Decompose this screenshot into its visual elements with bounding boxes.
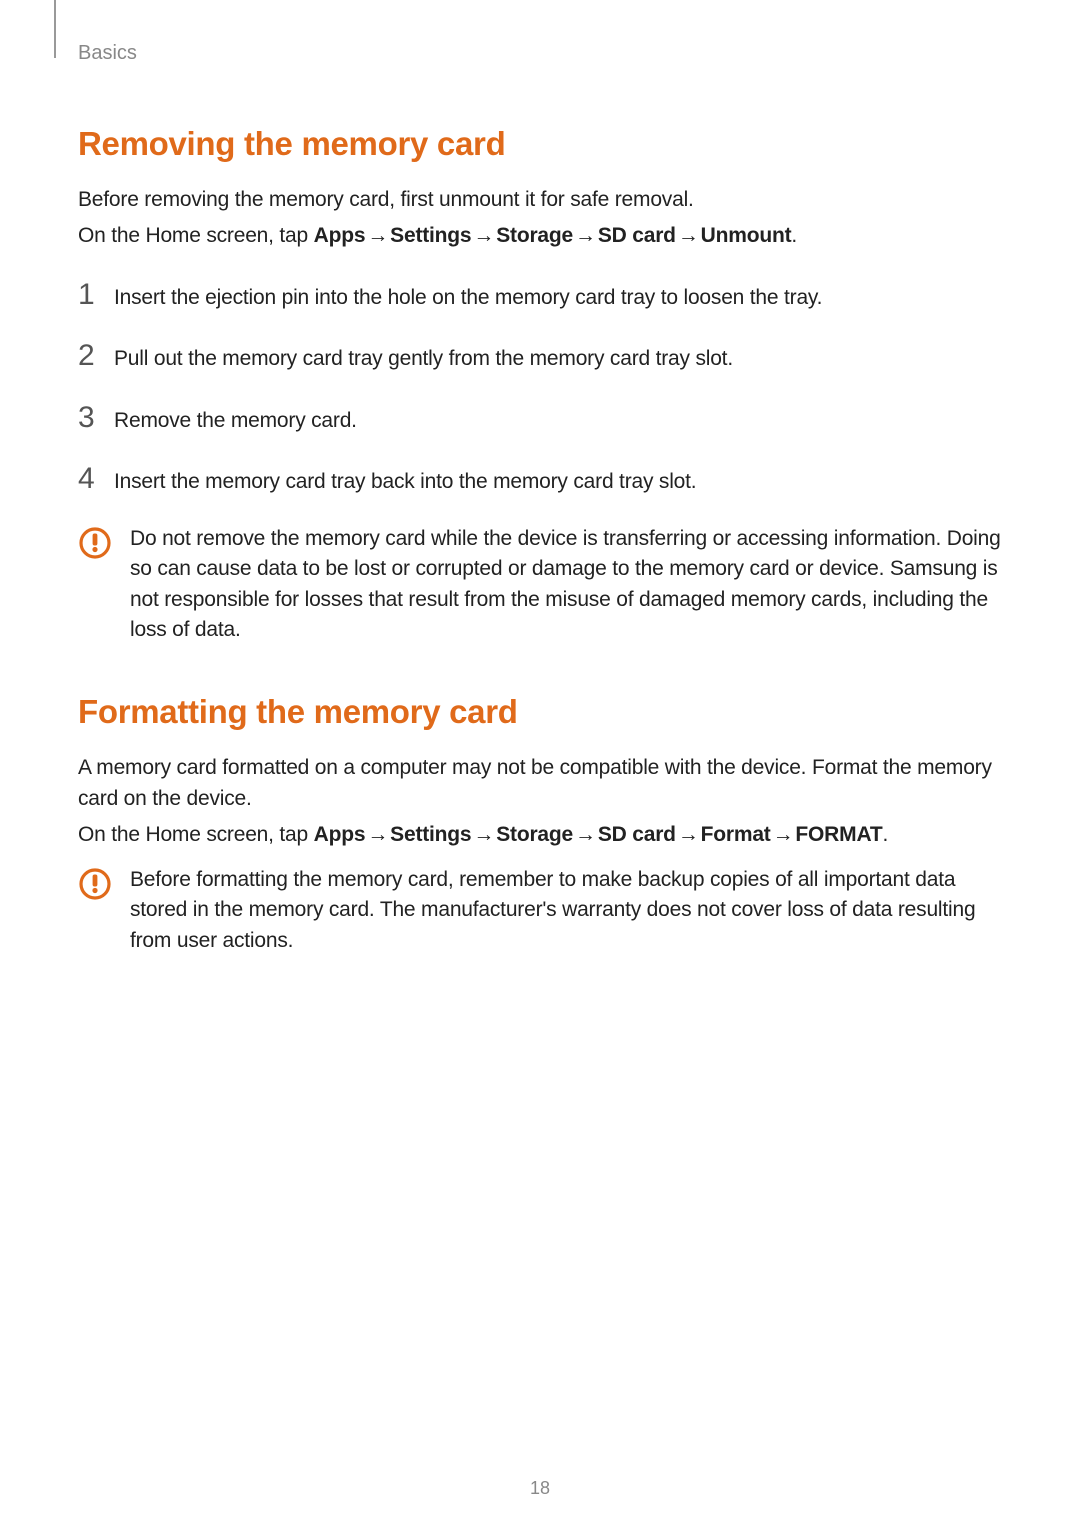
step-number: 2 [78,339,114,373]
arrow-icon: → [365,224,390,247]
arrow-icon: → [471,224,496,247]
caution-icon [78,524,122,646]
nav-suffix: . [791,224,797,247]
caution-text: Do not remove the memory card while the … [122,524,1002,646]
page-number: 18 [0,1478,1080,1499]
nav-item: FORMAT [795,823,882,846]
breadcrumb: Basics [78,42,1002,65]
arrow-icon: → [676,224,701,247]
arrow-icon: → [365,823,390,846]
nav-item: Format [701,823,771,846]
step-item: 1 Insert the ejection pin into the hole … [78,278,1002,313]
arrow-icon: → [471,823,496,846]
step-item: 4 Insert the memory card tray back into … [78,462,1002,497]
nav-path-remove: On the Home screen, tap Apps→Settings→St… [78,221,1002,251]
step-text: Insert the memory card tray back into th… [114,467,696,497]
caution-icon [78,865,122,956]
step-item: 2 Pull out the memory card tray gently f… [78,339,1002,374]
section-formatting: Formatting the memory card A memory card… [78,693,1002,956]
step-number: 1 [78,278,114,312]
caution-text: Before formatting the memory card, remem… [122,865,1002,956]
nav-path-format: On the Home screen, tap Apps→Settings→St… [78,820,1002,850]
nav-prefix: On the Home screen, tap [78,224,314,247]
header-rule [54,0,56,58]
nav-item: Apps [314,823,366,846]
nav-item: Storage [496,224,573,247]
section-heading-formatting: Formatting the memory card [78,693,1002,731]
intro-text: Before removing the memory card, first u… [78,185,1002,215]
step-number: 3 [78,401,114,435]
step-text: Insert the ejection pin into the hole on… [114,283,822,313]
caution-callout: Before formatting the memory card, remem… [78,865,1002,956]
nav-prefix: On the Home screen, tap [78,823,314,846]
nav-item: SD card [598,224,676,247]
arrow-icon: → [771,823,796,846]
step-item: 3 Remove the memory card. [78,401,1002,436]
nav-suffix: . [882,823,888,846]
section-heading-removing: Removing the memory card [78,125,1002,163]
step-number: 4 [78,462,114,496]
arrow-icon: → [573,224,598,247]
nav-item: SD card [598,823,676,846]
nav-item: Apps [314,224,366,247]
arrow-icon: → [573,823,598,846]
step-text: Remove the memory card. [114,406,357,436]
nav-item: Unmount [701,224,792,247]
intro-text: A memory card formatted on a computer ma… [78,753,1002,814]
nav-item: Storage [496,823,573,846]
step-text: Pull out the memory card tray gently fro… [114,344,733,374]
nav-item: Settings [390,823,471,846]
nav-item: Settings [390,224,471,247]
caution-callout: Do not remove the memory card while the … [78,524,1002,646]
step-list: 1 Insert the ejection pin into the hole … [78,278,1002,498]
arrow-icon: → [676,823,701,846]
page-body: Basics Removing the memory card Before r… [0,0,1080,956]
